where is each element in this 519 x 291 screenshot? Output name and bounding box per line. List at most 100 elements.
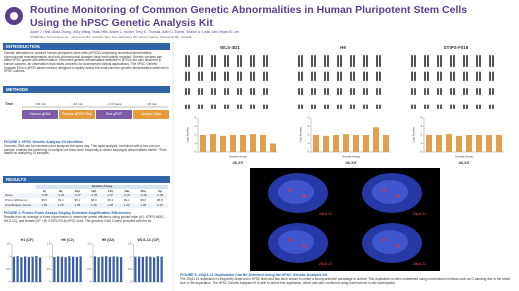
chromosome — [253, 55, 255, 67]
chromosome — [253, 104, 255, 109]
bar — [466, 135, 472, 152]
chromosome — [492, 104, 494, 109]
y-tick-label: 0 — [195, 150, 197, 154]
table-cell: -3.34 — [123, 193, 131, 197]
chromosome — [440, 55, 442, 67]
table-column: Xp — [157, 188, 162, 193]
chromosome — [214, 71, 216, 81]
bar — [60, 256, 63, 282]
table-cell: 98.3 — [107, 198, 114, 202]
table-cell: 1.99 — [41, 203, 48, 207]
y-tick-label: 3 — [308, 124, 310, 128]
table-row-bg — [4, 203, 168, 208]
chromosome — [327, 104, 329, 109]
chromosome — [489, 71, 491, 81]
chromosome — [379, 71, 381, 81]
chromosome — [492, 88, 494, 95]
chromosome — [250, 71, 252, 81]
table-row-label: Amplification Factor — [5, 203, 32, 207]
chromosome — [437, 104, 439, 109]
section-heading: RESULTS — [6, 177, 27, 183]
bar — [141, 256, 144, 282]
table-cell: 1.99 — [57, 203, 64, 207]
chromosome — [479, 55, 481, 67]
chromosome — [437, 55, 439, 67]
bar — [72, 256, 75, 282]
table-cell: 1.98 — [107, 203, 114, 207]
figure5-text: The 20q11.21 duplication is frequently o… — [180, 277, 510, 285]
bar — [436, 135, 442, 152]
chromosome — [376, 88, 378, 95]
bar — [97, 257, 100, 282]
y-tick-label: 4 — [308, 116, 310, 120]
chromosome — [266, 71, 268, 81]
fish-signal — [382, 188, 386, 192]
bar — [35, 255, 38, 282]
nucleus-core — [278, 230, 314, 254]
figure-caption: FIGURE 1. hPSC Genetic Analysis Kit Work… — [4, 140, 83, 144]
table-cell: -3.34 — [57, 193, 65, 197]
chromosome — [250, 55, 252, 67]
chromosome — [224, 71, 226, 81]
chromosome — [314, 88, 316, 95]
chromosome — [198, 55, 200, 67]
table-cell: 98.5 — [41, 198, 48, 202]
y-tick-label: 1 — [308, 141, 310, 145]
chromosome — [314, 104, 316, 109]
workflow-label: Run qPCR — [106, 111, 122, 116]
chromosome — [240, 71, 242, 81]
authors: Adam J. Hirst, Alicia Zhang, Vicky Wang,… — [30, 30, 239, 34]
chromosome — [185, 88, 187, 95]
chromosome — [327, 71, 329, 81]
table-row-label: Slope — [5, 193, 13, 197]
chromosome — [227, 71, 229, 81]
bar — [156, 256, 159, 282]
chromosome — [311, 88, 313, 95]
chromosome — [363, 88, 365, 95]
chromosome — [298, 88, 300, 95]
chromosome — [337, 104, 339, 109]
chromosome — [301, 71, 303, 81]
fish-signal — [302, 244, 306, 248]
chromosome — [479, 104, 481, 109]
chromosome — [366, 88, 368, 95]
chromosome — [489, 55, 491, 67]
bar — [496, 135, 502, 152]
axis-title: Copy Number — [299, 127, 303, 143]
chromosome — [327, 88, 329, 95]
intro-text: Genetic alterations in cultured human pl… — [4, 51, 169, 74]
chromosome — [366, 55, 368, 67]
karyotype-result: 46,XY — [233, 160, 244, 165]
chromosome — [263, 55, 265, 67]
chromosome — [440, 88, 442, 95]
table-row-bg — [4, 193, 168, 198]
chromosome — [185, 104, 187, 109]
table-cell: -3.37 — [106, 193, 114, 197]
table-cell: 98.1 — [74, 198, 81, 202]
axis-title: Copy Number — [186, 127, 190, 143]
chromosome — [376, 55, 378, 67]
workflow-time: ~ 1.5 hours — [106, 102, 122, 106]
bar — [149, 256, 152, 282]
chromosome — [211, 71, 213, 81]
table-column: 12p — [91, 188, 97, 193]
table-cell: 98.6 — [140, 198, 147, 202]
chromosome — [366, 104, 368, 109]
y-tick-label: 1 — [9, 254, 11, 258]
chromosome — [466, 88, 468, 95]
chromosome — [266, 104, 268, 109]
chromosome — [340, 104, 342, 109]
y-tick-label: 4 — [421, 116, 423, 120]
cell-line-label: STiPS-F016 — [444, 45, 469, 50]
bar — [343, 134, 349, 152]
time-label: Time: — [5, 102, 14, 106]
chromosome — [301, 88, 303, 95]
chromosome — [311, 104, 313, 109]
bar — [12, 256, 15, 282]
section-bar — [3, 176, 170, 183]
nucleus-core — [372, 230, 408, 254]
chromosome — [463, 104, 465, 109]
chromosome — [376, 71, 378, 81]
chromosome — [298, 104, 300, 109]
fish-label: 20q11.21 — [413, 262, 426, 266]
